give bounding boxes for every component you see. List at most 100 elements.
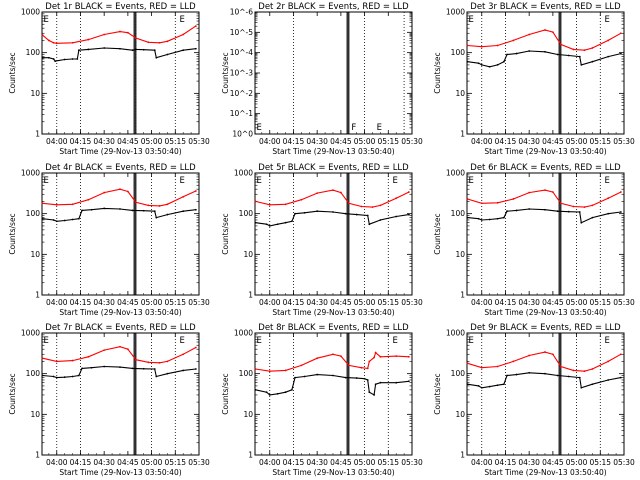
- series-events-point: [580, 64, 583, 66]
- x-axis-label: Start Time (29-Nov-13 03:50:40): [59, 147, 181, 156]
- y-tick-label: 100: [239, 369, 254, 378]
- series-lld-point: [284, 369, 287, 372]
- series-events-point: [374, 383, 377, 386]
- series-events-point: [81, 367, 83, 370]
- series-events-point: [567, 54, 570, 57]
- x-tick-label: 05:15: [589, 298, 611, 307]
- plot-frame: [466, 11, 625, 135]
- series-lld-point: [496, 44, 499, 47]
- series-lld-point: [147, 361, 150, 364]
- x-tick-label: 04:00: [46, 137, 68, 146]
- series-lld-point: [528, 191, 531, 194]
- event-marker-label: E: [469, 336, 474, 346]
- series-events-point: [77, 374, 80, 377]
- series-lld-point: [41, 34, 44, 37]
- series-events-point: [52, 375, 55, 378]
- series-events-point: [276, 223, 279, 226]
- series-lld-point: [182, 353, 185, 356]
- event-marker-label: E: [179, 176, 184, 186]
- x-axis-label: Start Time (29-Nov-13 03:50:40): [272, 147, 394, 156]
- y-tick-label: 10^-1: [230, 109, 254, 118]
- series-events-point: [580, 386, 583, 389]
- panel-title: Det 8r BLACK = Events, RED = LLD: [258, 323, 409, 333]
- x-tick-label: 04:15: [495, 458, 517, 467]
- x-tick-label: 05:00: [141, 137, 163, 146]
- y-axis-label: Counts/sec: [8, 52, 17, 93]
- series-lld-point: [158, 41, 161, 44]
- x-tick-label: 05:15: [589, 458, 611, 467]
- series-lld-point: [41, 202, 44, 205]
- x-tick-label: 04:30: [306, 137, 328, 146]
- event-marker-label: F: [351, 123, 356, 133]
- series-events-point: [166, 372, 169, 375]
- series-events-point: [76, 58, 79, 60]
- series-lld-point: [591, 47, 594, 49]
- event-marker-label: E: [257, 336, 262, 346]
- x-tick-label: 04:30: [306, 298, 328, 307]
- series-lld-point: [194, 346, 197, 349]
- series-lld-point: [407, 191, 410, 193]
- x-tick-label: 04:30: [93, 458, 115, 467]
- series-lld-point: [572, 369, 575, 372]
- series-events-point: [119, 208, 121, 210]
- event-marker-label: E: [179, 15, 184, 25]
- y-axis-label: Counts/sec: [221, 213, 230, 254]
- series-events-point: [395, 215, 398, 218]
- x-tick-label: 04:00: [259, 137, 281, 146]
- series-events-point: [379, 219, 382, 221]
- series-events-point: [619, 211, 622, 213]
- event-marker-label: E: [604, 336, 609, 346]
- x-tick-label: 05:15: [377, 137, 399, 146]
- series-events-point: [316, 373, 319, 376]
- x-tick-label: 05:15: [589, 137, 611, 146]
- series-events-point: [407, 380, 410, 383]
- x-tick-label: 05:15: [164, 298, 186, 307]
- y-tick-label: 1: [460, 130, 465, 139]
- x-tick-label: 05:00: [354, 137, 376, 146]
- series-lld-point: [371, 206, 374, 209]
- series-events-point: [155, 216, 158, 219]
- series-events-point: [544, 50, 546, 53]
- x-tick-label: 05:00: [141, 298, 163, 307]
- event-marker-label: E: [469, 176, 474, 186]
- series-lld-point: [71, 41, 74, 44]
- series-events-point: [166, 213, 169, 216]
- y-tick-label: 1000: [21, 329, 40, 338]
- y-tick-label: 10^-5: [230, 28, 254, 37]
- series-lld-point: [466, 198, 469, 200]
- y-axis-label: Counts/sec: [433, 52, 442, 93]
- y-axis-label: Counts/sec: [221, 52, 230, 93]
- series-events-point: [556, 53, 559, 56]
- series-events-point: [155, 56, 158, 59]
- series-lld-point: [347, 202, 350, 205]
- series-events-point: [477, 385, 480, 387]
- panel-title: Det 9r BLACK = Events, RED = LLD: [470, 323, 621, 333]
- y-tick-label: 100: [26, 209, 41, 218]
- series-events-point: [515, 373, 518, 376]
- series-events-point: [90, 208, 93, 211]
- series-lld-point: [572, 48, 575, 51]
- series-lld-point: [284, 203, 287, 206]
- series-lld-point: [347, 364, 350, 367]
- series-events-point: [77, 217, 80, 220]
- x-tick-label: 04:15: [495, 298, 517, 307]
- series-events-point: [54, 60, 57, 63]
- series-lld-point: [572, 205, 575, 208]
- series-events-point: [142, 48, 145, 51]
- series-lld-point: [559, 365, 562, 368]
- series-lld-point: [134, 201, 137, 204]
- x-tick-label: 04:15: [70, 137, 92, 146]
- series-lld-point: [119, 30, 121, 33]
- series-events-point: [363, 377, 366, 380]
- y-tick-label: 100: [26, 48, 41, 57]
- x-tick-label: 05:30: [613, 458, 635, 467]
- series-lld-point: [103, 349, 106, 351]
- x-tick-label: 04:00: [46, 458, 68, 467]
- series-events-point: [502, 60, 505, 63]
- x-tick-label: 04:45: [542, 298, 564, 307]
- series-lld-point: [591, 204, 594, 207]
- series-events-point: [366, 379, 369, 381]
- series-lld-point: [316, 192, 319, 195]
- series-events-point: [153, 210, 156, 213]
